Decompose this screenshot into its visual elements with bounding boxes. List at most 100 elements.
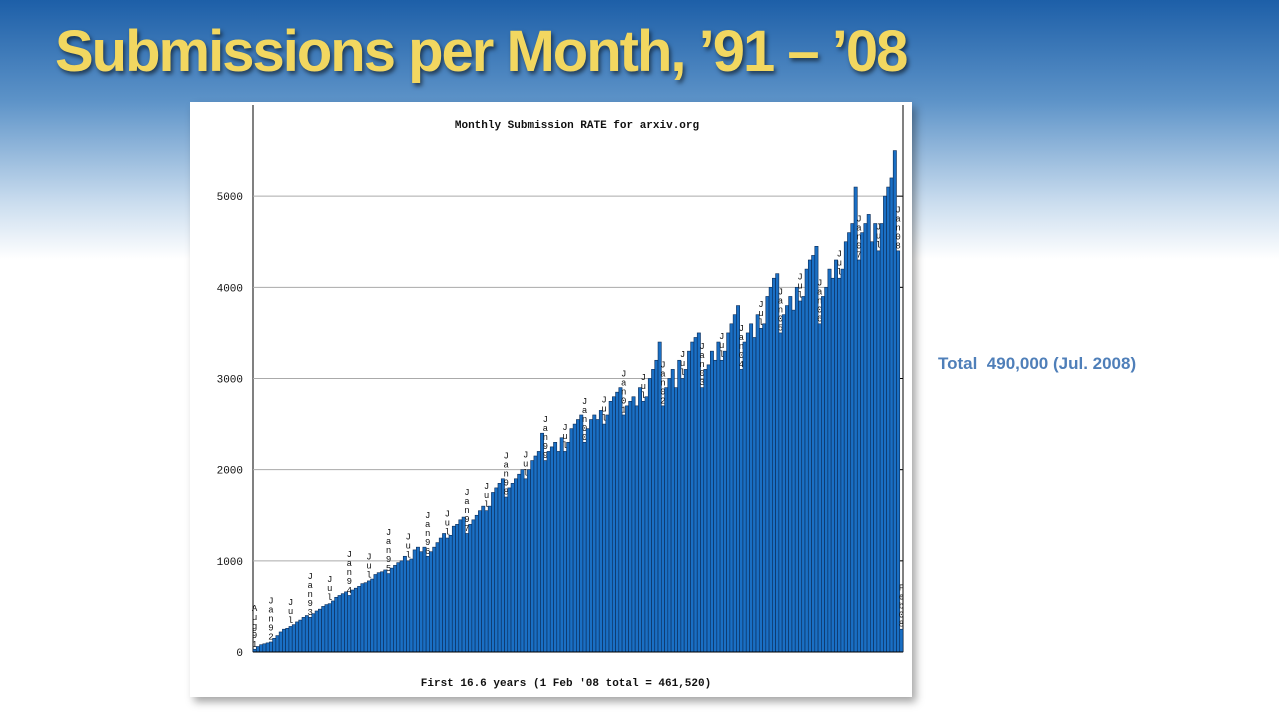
slide-title: Submissions per Month, ’91 – ’08: [55, 19, 908, 84]
bar: [321, 606, 326, 653]
bar: [295, 621, 300, 653]
bar: [367, 580, 371, 653]
bar: [700, 387, 705, 653]
bar: [667, 378, 672, 653]
bar: [618, 387, 623, 653]
bar: [644, 396, 649, 653]
bar: [484, 510, 489, 653]
bar: [585, 428, 590, 653]
bar: [778, 332, 783, 653]
y-tick-label: 2000: [217, 466, 243, 478]
bar: [631, 396, 636, 653]
bar: [442, 533, 447, 653]
x-tick-label: Jan02: [658, 360, 668, 405]
bar: [353, 587, 358, 653]
bar: [788, 296, 793, 653]
bar: [504, 496, 509, 653]
bar: [451, 525, 456, 653]
bar: [304, 615, 309, 653]
bar: [265, 642, 270, 653]
bar: [827, 268, 832, 653]
bar: [396, 562, 401, 653]
bar: [716, 341, 721, 653]
y-tick-label: 5000: [217, 192, 243, 204]
bar: [785, 305, 789, 653]
bar: [520, 469, 525, 653]
bar: [422, 546, 427, 653]
bar: [582, 442, 587, 653]
x-tick-label: Jan06: [815, 278, 825, 323]
x-tick-label: Jul: [638, 373, 648, 400]
bar: [487, 505, 492, 653]
bar: [412, 549, 417, 653]
x-tick-label: Jan01: [619, 369, 629, 414]
bar: [772, 277, 776, 653]
bar: [660, 405, 665, 653]
bar: [465, 533, 469, 653]
bar: [259, 644, 264, 653]
bar: [611, 396, 616, 653]
bar: [856, 259, 861, 653]
bar: [376, 572, 381, 653]
x-tick-label: Jul: [482, 482, 492, 509]
bar: [821, 296, 825, 653]
x-tick-label: Jul: [717, 332, 727, 359]
bar: [425, 555, 430, 653]
bar: [298, 619, 303, 653]
bar: [533, 455, 538, 653]
bar: [680, 378, 685, 653]
bar: [579, 414, 584, 653]
bar: [530, 460, 535, 653]
bar: [566, 442, 571, 653]
bar: [870, 241, 874, 653]
bar: [389, 567, 394, 653]
bar: [647, 378, 652, 653]
bar: [634, 405, 639, 653]
bar: [651, 369, 656, 653]
bar: [357, 586, 362, 653]
bar: [507, 487, 512, 653]
bar: [807, 259, 812, 653]
bar: [285, 627, 290, 653]
bar: [523, 478, 528, 653]
bar: [448, 535, 453, 653]
bar: [481, 505, 486, 653]
bar: [380, 571, 384, 653]
bar: [327, 603, 332, 653]
bar: [468, 524, 473, 653]
bar: [709, 350, 714, 653]
bar: [876, 250, 881, 653]
bar: [445, 537, 450, 653]
x-tick-label: Jul: [286, 598, 296, 625]
side-note: Total 490,000 (Jul. 2008): [938, 354, 1137, 373]
x-tick-label: Jul: [756, 300, 766, 327]
bar: [399, 560, 404, 653]
bar: [703, 369, 708, 653]
bar: [370, 578, 375, 653]
x-tick-label: Jul: [874, 222, 884, 249]
bar: [331, 600, 335, 653]
bar: [517, 473, 522, 653]
bar: [536, 451, 541, 653]
bar: [334, 596, 339, 653]
x-tick-label: Jul: [325, 575, 335, 602]
bar: [416, 546, 420, 653]
x-tick-label: Jan05: [776, 287, 786, 332]
bar: [817, 323, 822, 653]
bar: [272, 638, 277, 653]
bar: [559, 437, 564, 653]
bar: [683, 369, 688, 653]
x-tick-label: Jul: [521, 450, 531, 477]
bar: [625, 405, 629, 653]
x-tick-label: Jan95: [384, 528, 394, 573]
bar: [324, 604, 329, 653]
chart: Monthly Submission RATE for arxiv.org Fi…: [217, 105, 906, 690]
bar: [291, 624, 296, 653]
bar: [745, 332, 750, 653]
bar: [664, 387, 669, 653]
bar: [383, 569, 388, 653]
y-tick-label: 4000: [217, 283, 243, 295]
y-tick-label: 1000: [217, 557, 243, 569]
bar: [314, 610, 319, 653]
bar: [471, 519, 476, 653]
